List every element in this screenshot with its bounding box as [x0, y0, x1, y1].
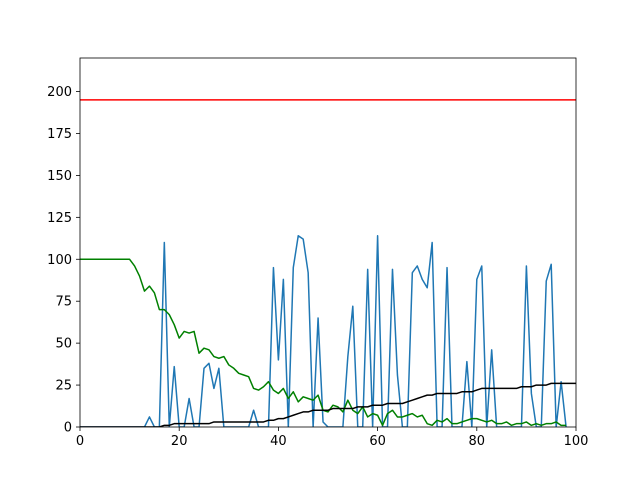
y-tick-label: 125: [47, 211, 72, 226]
y-tick-label: 75: [55, 295, 72, 310]
series-line-1: [80, 235, 567, 427]
x-tick-label: 80: [469, 434, 486, 449]
y-tick-label: 100: [47, 253, 72, 268]
y-tick-label: 0: [64, 421, 72, 436]
plot-frame: [79, 57, 577, 428]
x-tick-label: 20: [171, 434, 188, 449]
y-tick-label: 150: [47, 169, 72, 184]
y-tick-label: 200: [47, 85, 72, 100]
series-group: [80, 99, 576, 427]
x-tick-label: 60: [369, 434, 386, 449]
y-tick-label: 50: [55, 337, 72, 352]
series-line-3: [80, 382, 576, 427]
plot-area: [80, 99, 576, 427]
y-tick-label: 175: [47, 127, 72, 142]
x-tick-label: 40: [270, 434, 287, 449]
x-tick-label: 100: [564, 434, 589, 449]
x-tick-label: 0: [76, 434, 84, 449]
axes: 0 20 40 60 80 100 0 25 50 75 100 125 150 175 200: [47, 57, 589, 449]
y-tick-label: 25: [55, 379, 72, 394]
